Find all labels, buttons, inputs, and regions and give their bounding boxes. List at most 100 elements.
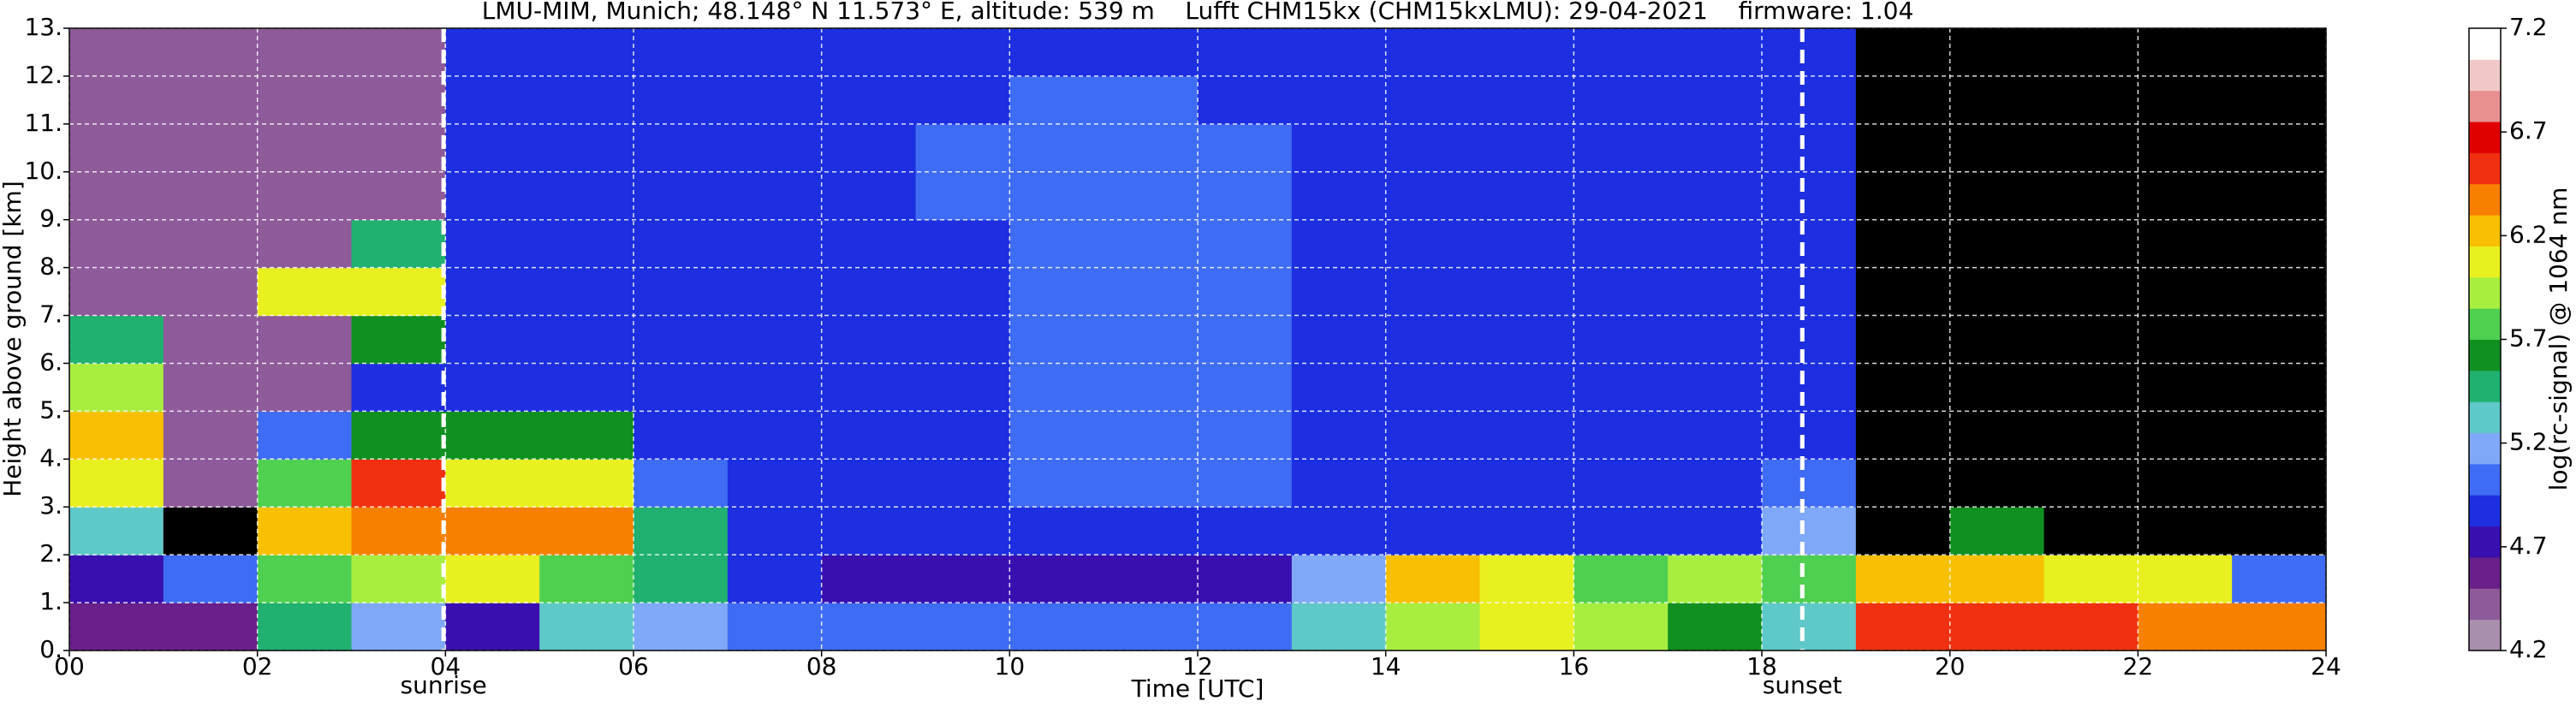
y-axis-label: Height above ground [km] <box>0 181 27 497</box>
signal-cell <box>2138 171 2233 221</box>
signal-cell <box>1762 219 1857 269</box>
x-tick-label: 14 <box>1371 652 1401 680</box>
signal-cell <box>351 171 446 221</box>
signal-cell <box>634 28 729 77</box>
signal-cell <box>821 123 917 173</box>
signal-cell <box>1574 315 1669 365</box>
signal-cell <box>351 315 446 365</box>
signal-cell <box>351 555 446 603</box>
signal-cell <box>539 459 634 508</box>
signal-cell <box>2232 75 2327 125</box>
signal-cell <box>1668 603 1763 651</box>
signal-cell <box>915 315 1010 365</box>
signal-cell <box>445 507 540 556</box>
signal-cell <box>257 363 353 412</box>
colorbar-label: log(rc-signal) @ 1064 nm <box>2544 187 2573 491</box>
signal-cell <box>1198 171 1293 221</box>
colorbar-tick-label: 5.7 <box>2509 324 2548 353</box>
signal-cell <box>1574 603 1669 651</box>
signal-cell <box>2044 75 2139 125</box>
signal-cell <box>1009 411 1104 460</box>
signal-cell <box>1949 315 2045 365</box>
signal-cell <box>2138 219 2233 269</box>
signal-cell <box>445 603 540 651</box>
signal-cell <box>163 603 259 651</box>
signal-cell <box>1291 75 1387 125</box>
signal-cell <box>1762 267 1857 317</box>
signal-cell <box>915 75 1010 125</box>
signal-cell <box>445 363 540 412</box>
x-tick-label: 20 <box>1935 652 1966 680</box>
signal-cell <box>1009 507 1104 556</box>
colorbar-segment <box>2469 59 2501 92</box>
signal-cell <box>1574 123 1669 173</box>
colorbar-segment <box>2469 619 2501 651</box>
signal-cell <box>634 267 729 317</box>
signal-cell <box>1574 363 1669 412</box>
signal-cell <box>69 507 164 556</box>
signal-cell <box>1291 411 1387 460</box>
signal-cell <box>1009 459 1104 508</box>
signal-cell <box>1668 555 1763 603</box>
signal-cell <box>539 603 634 651</box>
signal-cell <box>1385 219 1481 269</box>
signal-cell <box>539 171 634 221</box>
signal-cell <box>1855 75 1951 125</box>
signal-cell <box>1668 28 1763 77</box>
signal-cell <box>539 219 634 269</box>
signal-cell <box>1385 363 1481 412</box>
signal-cell <box>1574 171 1669 221</box>
signal-cell <box>1479 411 1574 460</box>
signal-cell <box>69 75 164 125</box>
signal-cell <box>1385 75 1481 125</box>
signal-cell <box>163 315 259 365</box>
signal-cell <box>1198 28 1293 77</box>
signal-cell <box>2138 459 2233 508</box>
signal-cell <box>1855 28 1951 77</box>
signal-cell <box>2044 363 2139 412</box>
signal-cell <box>727 171 823 221</box>
signal-cell <box>539 363 634 412</box>
signal-cell <box>163 171 259 221</box>
signal-cell <box>1291 363 1387 412</box>
x-tick-label: 22 <box>2123 652 2154 680</box>
signal-cell <box>163 75 259 125</box>
signal-cell <box>163 459 259 508</box>
signal-cell <box>727 267 823 317</box>
signal-cell <box>1668 123 1763 173</box>
signal-cell <box>539 123 634 173</box>
signal-cell <box>2232 267 2327 317</box>
signal-cell <box>257 411 353 460</box>
colorbar-segment <box>2469 215 2501 247</box>
signal-cell <box>2044 459 2139 508</box>
signal-cell <box>1479 315 1574 365</box>
signal-cell <box>445 123 540 173</box>
colorbar-segment <box>2469 339 2501 371</box>
signal-cell <box>634 459 729 508</box>
signal-cell <box>2044 411 2139 460</box>
x-axis-label: Time [UTC] <box>1131 674 1264 703</box>
signal-cell <box>1479 267 1574 317</box>
signal-cell <box>634 315 729 365</box>
signal-cell <box>1009 315 1104 365</box>
signal-cell <box>2138 123 2233 173</box>
x-tick-label: 08 <box>806 652 837 680</box>
signal-cell <box>1855 171 1951 221</box>
signal-cell <box>1855 123 1951 173</box>
signal-cell <box>1198 219 1293 269</box>
signal-cell <box>1104 171 1199 221</box>
signal-cell <box>1198 267 1293 317</box>
signal-cell <box>2232 315 2327 365</box>
signal-cell <box>1949 555 2045 603</box>
signal-cell <box>1574 267 1669 317</box>
y-tick-label: 7. <box>39 300 62 329</box>
signal-cell <box>915 363 1010 412</box>
signal-cell <box>1855 411 1951 460</box>
signal-cell <box>2138 75 2233 125</box>
signal-cell <box>257 219 353 269</box>
signal-cell <box>445 411 540 460</box>
signal-cell <box>1291 123 1387 173</box>
signal-cell <box>634 123 729 173</box>
signal-cell <box>821 363 917 412</box>
